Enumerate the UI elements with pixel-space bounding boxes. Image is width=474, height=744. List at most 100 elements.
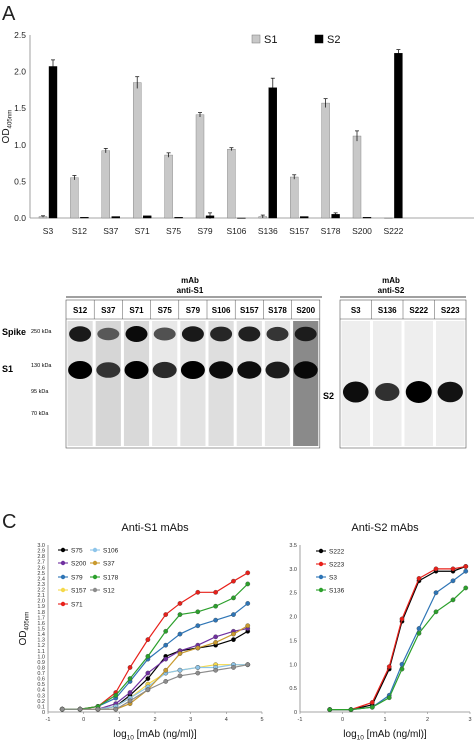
bar-x-tick-label: S75 — [166, 226, 181, 236]
data-point-s3 — [450, 578, 456, 584]
line-y-tick-label: 2.2 — [37, 588, 45, 594]
line-x-tick-label: 1 — [118, 717, 121, 723]
data-point-s71 — [127, 665, 133, 670]
line-y-tick-label: 1.3 — [37, 638, 45, 644]
line-y-tick-label: 0.6 — [37, 677, 45, 683]
data-point-s178 — [245, 581, 251, 587]
data-point-s71 — [245, 570, 251, 576]
series-line-s178 — [62, 583, 249, 710]
line-y-tick-label: 2.8 — [37, 554, 45, 560]
data-point-s178 — [145, 653, 151, 659]
legend-label-s106: S106 — [103, 548, 119, 555]
line-y-tick-label: 0 — [42, 710, 45, 716]
blot-lane-s12 — [67, 321, 93, 446]
bar-s2-s200 — [362, 217, 372, 219]
bar-x-tick-label: S136 — [258, 226, 278, 236]
legend-label-s71: S71 — [71, 602, 83, 609]
bar-s1-s75 — [164, 154, 173, 219]
blot-lane-label: S75 — [158, 306, 173, 315]
line-y-tick-label: 1.4 — [37, 632, 45, 638]
blot-group1-frame — [65, 299, 321, 449]
data-point-s136 — [348, 707, 354, 712]
data-point-s178 — [231, 595, 236, 601]
line-y-tick-label: 2.0 — [37, 599, 45, 605]
blot-lane-s178 — [264, 321, 291, 446]
marker-250: 250 kDa — [31, 329, 52, 335]
marker-130: 130 kDa — [31, 363, 52, 369]
data-point-s71 — [195, 589, 201, 595]
legend-label-s12: S12 — [103, 588, 115, 595]
line-y-tick-label: 0.1 — [37, 704, 45, 710]
bar-x-tick-label: S3 — [43, 226, 54, 236]
line-x-tick-label: 2 — [426, 717, 429, 723]
line-y-tick-label: 2.5 — [289, 591, 297, 597]
bar-x-tick-label: S200 — [352, 226, 372, 236]
line-y-tick-label: 0 — [294, 710, 297, 716]
data-point-s37 — [231, 631, 236, 637]
blot-lane-label: S37 — [101, 306, 116, 315]
data-point-s79 — [245, 601, 251, 606]
line-x-axis-label: log10 [mAb (ng/ml)] — [343, 729, 427, 742]
bar-x-tick-label: S37 — [103, 226, 118, 236]
data-point-s178 — [195, 609, 201, 615]
line-y-tick-label: 1.6 — [37, 621, 45, 627]
line-y-tick-label: 2.6 — [37, 565, 45, 571]
bar-x-tick-label: S79 — [197, 226, 212, 236]
band-spike — [125, 326, 148, 342]
data-point-s37 — [245, 623, 251, 629]
legend-marker-s223 — [318, 561, 324, 567]
row-label-spike: Spike — [2, 327, 26, 337]
data-point-s75 — [145, 676, 151, 681]
bar-x-tick-label: S71 — [135, 226, 150, 236]
legend-marker-s157 — [60, 587, 66, 593]
line-x-tick-label: 3 — [189, 717, 192, 723]
blot-group1-title: mAb — [181, 276, 199, 285]
line-x-tick-label: 3 — [468, 717, 471, 723]
series-line-s12 — [62, 664, 248, 710]
series-line-s3 — [329, 570, 467, 711]
band-spike — [294, 326, 317, 342]
data-point-s136 — [327, 707, 333, 712]
series-line-s79 — [62, 602, 249, 710]
blot-lane-label: S12 — [73, 306, 88, 315]
line-y-tick-label: 1.7 — [37, 615, 45, 621]
line-x-tick-label: 5 — [260, 717, 263, 723]
data-point-s12 — [177, 673, 183, 679]
panel-c-letter: C — [2, 511, 16, 533]
lanes-anti-s2: S3 S136 S222 S223 — [339, 299, 467, 449]
bar-s2-s3 — [48, 66, 58, 219]
data-point-s136 — [433, 609, 439, 615]
legend-marker-s200 — [60, 560, 66, 566]
data-point-s12 — [59, 706, 65, 712]
band-s1 — [180, 361, 205, 379]
bar-chart: 0.0 0.5 1.0 1.5 2.0 2.5 OD405nm S3 S12 S37 S71 S75 S… — [1, 30, 474, 236]
legend-label-s223: S223 — [329, 562, 345, 569]
line-y-tick-label: 2.7 — [37, 560, 45, 566]
data-point-s178 — [163, 628, 169, 634]
data-point-s3 — [433, 590, 439, 596]
line-y-tick-label: 3.0 — [289, 567, 297, 573]
data-point-s136 — [399, 666, 405, 672]
legend-label-s222: S222 — [329, 549, 345, 556]
series-line-s75 — [62, 630, 249, 710]
blot-group1-subtitle: anti-S1 — [177, 286, 204, 295]
line-y-tick-label: 0.4 — [37, 688, 45, 694]
bar-x-tick-label: S222 — [383, 226, 403, 236]
legend-marker-s71 — [60, 601, 66, 607]
data-point-s223 — [450, 566, 456, 572]
blot-lane-s75 — [152, 321, 178, 446]
blot-lane-s79 — [180, 321, 206, 446]
legend-marker-s12 — [92, 587, 98, 593]
line-y-tick-label: 1.0 — [37, 654, 45, 660]
data-point-s136 — [369, 704, 375, 710]
marker-70: 70 kDa — [31, 411, 49, 417]
legend-label-s75: S75 — [71, 548, 83, 555]
bar-s2-s71 — [142, 215, 152, 219]
data-point-s79 — [231, 612, 236, 617]
line-y-tick-label: 3.0 — [37, 543, 45, 549]
data-point-s79 — [177, 631, 183, 637]
blot-lane-label: S79 — [186, 306, 201, 315]
blot-group2-subtitle: anti-S2 — [378, 286, 405, 295]
band-s1 — [68, 361, 93, 379]
